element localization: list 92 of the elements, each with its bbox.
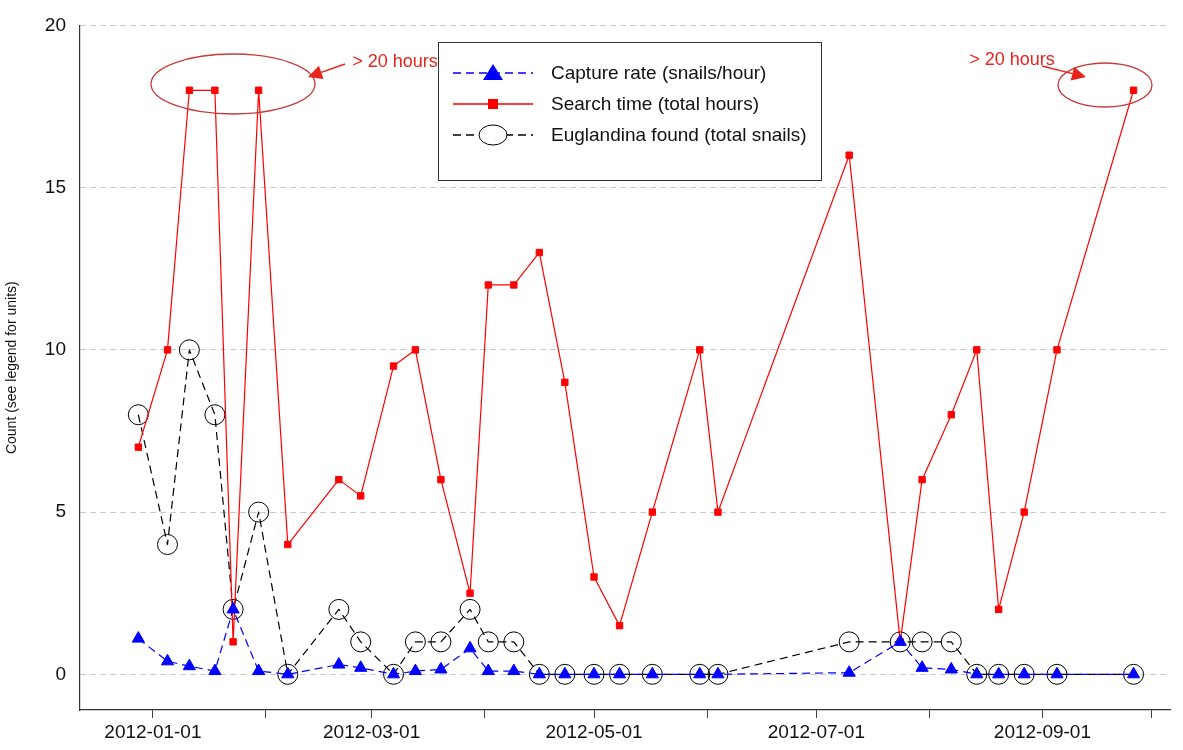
point — [503, 631, 525, 653]
x-tick-label: 2012-07-01 — [767, 720, 865, 742]
point — [252, 663, 266, 676]
point — [507, 663, 521, 676]
point — [134, 443, 143, 451]
point — [434, 661, 448, 674]
point — [1046, 663, 1068, 685]
y-tick-label: 0 — [55, 662, 66, 684]
point — [354, 660, 368, 672]
point — [182, 658, 196, 671]
point — [332, 657, 346, 669]
point — [430, 631, 452, 653]
point — [554, 663, 576, 685]
point — [1123, 663, 1145, 685]
y-tick-label: 20 — [44, 13, 66, 35]
point — [185, 86, 194, 94]
point — [254, 86, 263, 94]
point — [944, 661, 958, 674]
point — [1013, 663, 1035, 685]
point — [178, 339, 200, 361]
point — [383, 663, 405, 685]
point — [973, 346, 981, 354]
point — [918, 475, 926, 484]
point — [248, 501, 270, 523]
point — [842, 665, 856, 677]
point — [211, 86, 219, 94]
point — [966, 663, 988, 685]
point — [1020, 508, 1028, 516]
point — [411, 346, 420, 354]
point — [481, 663, 495, 676]
point — [277, 663, 299, 685]
point — [127, 404, 149, 426]
point — [1053, 346, 1061, 354]
point — [838, 631, 860, 653]
point — [714, 508, 722, 516]
point — [648, 508, 657, 516]
point — [583, 663, 605, 685]
point — [689, 663, 711, 685]
point — [229, 638, 237, 646]
point — [889, 631, 911, 653]
x-tick-label: 2012-05-01 — [545, 720, 643, 742]
annotation: > 20 hours — [969, 48, 1055, 69]
point — [940, 631, 962, 653]
point — [484, 281, 492, 289]
point — [590, 573, 598, 581]
point — [911, 631, 933, 653]
x-tick-label: 2012-01-01 — [104, 720, 202, 742]
point — [437, 475, 445, 484]
x-tick-label: 2012-09-01 — [993, 720, 1092, 742]
point — [131, 631, 145, 643]
point — [459, 598, 481, 620]
point — [609, 663, 631, 685]
point — [988, 663, 1010, 685]
point — [208, 663, 222, 676]
y-tick-label: 15 — [44, 175, 66, 197]
point — [463, 640, 477, 653]
point — [510, 281, 518, 289]
point — [561, 378, 569, 386]
point — [404, 631, 426, 653]
point — [615, 621, 624, 630]
point — [204, 404, 226, 426]
y-tick-label: 10 — [44, 338, 66, 360]
legend-label: Euglandina found (total snails) — [551, 123, 807, 146]
point — [160, 653, 175, 666]
legend-label: Capture rate (snails/hour) — [551, 61, 767, 84]
legend-label: Search time (total hours) — [551, 92, 760, 115]
point — [641, 663, 663, 685]
point — [156, 534, 178, 556]
point — [707, 663, 729, 685]
point — [408, 663, 422, 676]
point — [163, 346, 172, 354]
point — [947, 411, 955, 419]
point — [466, 589, 474, 597]
point — [222, 598, 244, 620]
y-tick-label: 5 — [55, 500, 66, 522]
point — [328, 598, 350, 620]
annotation: > 20 hours — [352, 50, 438, 71]
point — [915, 660, 929, 672]
point — [477, 631, 499, 653]
point — [284, 540, 292, 549]
point — [1129, 86, 1138, 94]
point — [696, 346, 704, 354]
point — [845, 151, 853, 159]
point — [994, 605, 1003, 614]
y-axis-title: Count (see legend for units) — [3, 281, 20, 455]
x-tick-label: 2012-03-01 — [323, 720, 421, 742]
point — [357, 492, 365, 500]
point — [335, 475, 343, 484]
point — [389, 362, 398, 370]
point — [535, 248, 544, 257]
point — [350, 631, 372, 653]
point — [528, 663, 550, 685]
